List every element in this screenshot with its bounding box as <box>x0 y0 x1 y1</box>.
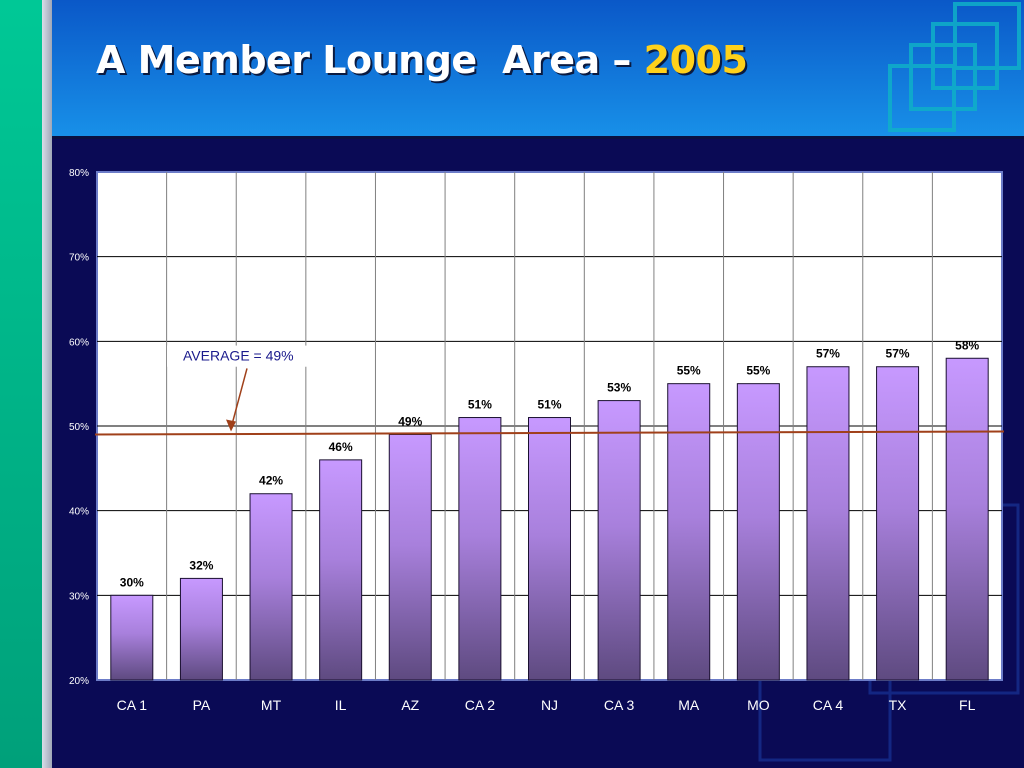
y-tick-label: 50% <box>69 422 89 433</box>
title-year: 2005 <box>643 38 748 82</box>
average-line <box>94 430 1005 436</box>
x-tick-label: CA 4 <box>813 697 844 713</box>
bar <box>319 459 363 681</box>
average-arrow-shaft <box>231 368 248 425</box>
bar <box>458 417 502 681</box>
x-axis-labels: CA 1 PA MT IL AZ CA 2 NJ CA 3 MA MO CA 4 TX FL <box>117 697 976 713</box>
gridlines <box>97 172 1002 680</box>
x-tick-label: MO <box>747 697 770 713</box>
data-label: 51% <box>537 398 561 412</box>
x-tick-label: MA <box>678 697 700 713</box>
bar <box>388 433 432 681</box>
y-tick-label: 80% <box>69 168 89 179</box>
title-prefix: A Member Lounge Area – <box>96 38 644 82</box>
average-label-background <box>167 345 327 367</box>
data-label: 51% <box>468 398 492 412</box>
bar <box>876 366 920 681</box>
data-label: 55% <box>746 364 770 378</box>
bar <box>110 594 154 681</box>
x-tick-label: MT <box>261 697 282 713</box>
y-axis-labels: 20% 30% 40% 50% 60% 70% 80% <box>69 168 89 687</box>
average-annotation: AVERAGE = 49% <box>94 345 1005 436</box>
bar <box>528 417 571 681</box>
average-arrow-head <box>226 419 236 432</box>
y-tick-label: 30% <box>69 591 89 602</box>
bar <box>179 577 223 681</box>
average-label: AVERAGE = 49% <box>183 348 294 364</box>
data-label: 32% <box>189 558 213 572</box>
slide-title: A Member Lounge Area – 2005 <box>96 38 748 82</box>
title-banner <box>52 0 1024 139</box>
x-tick-label: CA 3 <box>604 697 635 713</box>
x-tick-label: IL <box>335 697 347 713</box>
data-label: 46% <box>329 440 353 454</box>
bar <box>597 400 641 681</box>
bar <box>249 493 293 681</box>
data-label: 53% <box>607 381 631 395</box>
data-label: 57% <box>886 347 910 361</box>
x-tick-label: TX <box>889 697 908 713</box>
x-tick-label: CA 1 <box>117 697 148 713</box>
y-tick-label: 40% <box>69 507 89 518</box>
bar <box>667 383 711 681</box>
data-label: 42% <box>259 474 283 488</box>
x-tick-label: PA <box>193 697 211 713</box>
value-labels: 30% 32% 42% 46% 49% 51% 51% 53% 55% 55% 57% 57% 58% <box>120 338 980 589</box>
data-label: 30% <box>120 575 144 589</box>
y-tick-label: 60% <box>69 337 89 348</box>
data-label: 55% <box>677 364 701 378</box>
x-tick-label: FL <box>959 697 976 713</box>
y-tick-label: 20% <box>69 676 89 687</box>
bar <box>806 366 850 681</box>
data-label: 49% <box>398 414 422 428</box>
data-label: 57% <box>816 347 840 361</box>
y-tick-label: 70% <box>69 253 89 264</box>
x-tick-label: NJ <box>541 697 558 713</box>
bar <box>945 357 989 681</box>
left-accent-strip <box>0 0 42 768</box>
bar <box>736 383 780 681</box>
data-label: 58% <box>955 338 979 352</box>
x-tick-label: AZ <box>401 697 419 713</box>
left-separator <box>42 0 52 768</box>
x-tick-label: CA 2 <box>465 697 496 713</box>
